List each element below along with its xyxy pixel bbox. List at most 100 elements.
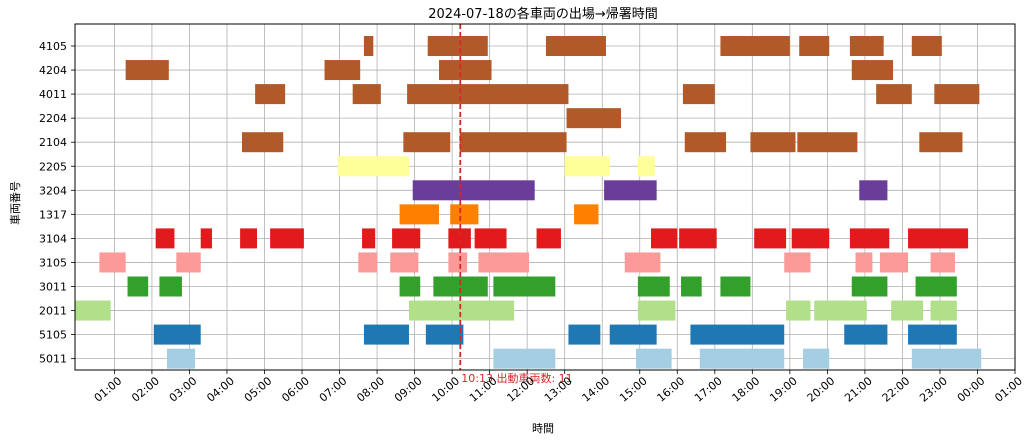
trip-bar bbox=[358, 252, 378, 273]
x-tick-label: 21:00 bbox=[842, 374, 875, 404]
y-tick-label: 3105 bbox=[39, 256, 67, 269]
plot-frame bbox=[74, 23, 1016, 371]
trip-bar bbox=[412, 180, 535, 201]
trip-bar bbox=[493, 348, 556, 369]
trip-bar bbox=[699, 348, 785, 369]
trip-bar bbox=[176, 252, 201, 273]
trip-bar bbox=[814, 300, 867, 321]
trip-bar bbox=[399, 204, 439, 225]
trip-bar bbox=[425, 324, 464, 345]
trip-bar bbox=[637, 300, 676, 321]
x-axis-label: 時間 bbox=[532, 422, 554, 435]
trip-bar bbox=[403, 132, 451, 153]
y-tick-label: 5105 bbox=[39, 329, 67, 342]
x-tick-label: 09:00 bbox=[392, 374, 425, 404]
trip-bar bbox=[427, 36, 488, 56]
y-tick-label: 2204 bbox=[39, 112, 67, 125]
reference-line: 10:13 出動車両数: 11 bbox=[459, 24, 573, 385]
trip-bar bbox=[604, 180, 657, 201]
trip-bar bbox=[681, 276, 702, 297]
x-tick-label: 18:00 bbox=[730, 374, 763, 404]
trip-bar bbox=[568, 324, 601, 345]
x-tick-label: 19:00 bbox=[767, 374, 800, 404]
trip-bar bbox=[851, 276, 888, 297]
trip-bar bbox=[408, 300, 515, 321]
trip-bar bbox=[690, 324, 785, 345]
y-tick-label: 4105 bbox=[39, 40, 67, 53]
x-tick-label: 14:00 bbox=[580, 374, 613, 404]
trip-bar bbox=[876, 84, 912, 105]
y-tick-label: 3011 bbox=[39, 281, 67, 294]
trip-bar bbox=[433, 276, 488, 297]
trip-bar bbox=[891, 300, 924, 321]
trip-bar bbox=[474, 228, 507, 249]
trip-bar bbox=[915, 276, 957, 297]
y-tick-label: 2205 bbox=[39, 160, 67, 173]
trip-bar bbox=[450, 204, 479, 225]
x-tick-label: 07:00 bbox=[317, 374, 350, 404]
trip-bar bbox=[797, 132, 858, 153]
trip-bar bbox=[363, 324, 409, 345]
trip-bar bbox=[791, 228, 830, 249]
x-tick-label: 04:00 bbox=[204, 374, 237, 404]
trip-bar bbox=[155, 228, 175, 249]
trip-bar bbox=[637, 156, 655, 177]
trip-bar bbox=[438, 60, 492, 81]
y-tick-label: 2104 bbox=[39, 136, 67, 149]
trip-bar bbox=[799, 36, 830, 56]
x-tick-label: 22:00 bbox=[880, 374, 913, 404]
x-tick-label: 15:00 bbox=[617, 374, 650, 404]
trip-bar bbox=[270, 228, 304, 249]
trip-bar bbox=[720, 276, 751, 297]
trip-bar bbox=[324, 60, 361, 81]
trip-bar bbox=[448, 228, 471, 249]
x-tick-label: 20:00 bbox=[805, 374, 838, 404]
bars bbox=[75, 36, 982, 369]
y-tick-labels: 4105 4204 4011 2204 2104 2205 3204 1317 3104 3105… bbox=[39, 40, 75, 366]
trip-bar bbox=[166, 348, 196, 369]
trip-bar bbox=[849, 228, 890, 249]
trip-bar bbox=[200, 228, 212, 249]
trip-bar bbox=[545, 36, 606, 56]
x-tick-label: 23:00 bbox=[917, 374, 950, 404]
trip-bar bbox=[849, 36, 884, 56]
trip-bar bbox=[908, 228, 969, 249]
trip-bar bbox=[784, 252, 811, 273]
trip-bar bbox=[930, 252, 955, 273]
y-tick-label: 4204 bbox=[39, 64, 67, 77]
trip-bar bbox=[448, 252, 468, 273]
trip-bar bbox=[337, 156, 409, 177]
trip-bar bbox=[635, 348, 672, 369]
trip-bar bbox=[851, 60, 894, 81]
x-tick-label: 01:00 bbox=[92, 374, 125, 404]
trip-bar bbox=[574, 204, 599, 225]
trip-bar bbox=[564, 156, 610, 177]
trip-bar bbox=[786, 300, 811, 321]
trip-bar bbox=[153, 324, 201, 345]
trip-bar bbox=[720, 36, 790, 56]
x-tick-label: 00:00 bbox=[955, 374, 988, 404]
trip-bar bbox=[859, 180, 888, 201]
trip-bar bbox=[637, 276, 670, 297]
trip-bar bbox=[127, 276, 149, 297]
trip-bar bbox=[930, 300, 957, 321]
trip-bar bbox=[754, 228, 787, 249]
trip-bar bbox=[159, 276, 182, 297]
trip-bar bbox=[536, 228, 561, 249]
trip-bar bbox=[911, 348, 982, 369]
x-tick-label: 10:00 bbox=[429, 374, 462, 404]
x-tick-label: 03:00 bbox=[167, 374, 200, 404]
trip-bar bbox=[363, 36, 374, 56]
y-tick-label: 3204 bbox=[39, 184, 67, 197]
x-tick-label: 17:00 bbox=[692, 374, 725, 404]
trip-bar bbox=[407, 84, 569, 105]
trip-bar bbox=[802, 348, 830, 369]
x-tick-label: 02:00 bbox=[129, 374, 162, 404]
x-tick-label: 01:00 bbox=[992, 374, 1025, 404]
trip-bar bbox=[255, 84, 286, 105]
trip-bar bbox=[75, 300, 111, 321]
y-tick-label: 2011 bbox=[39, 305, 67, 318]
trip-bar bbox=[241, 132, 284, 153]
trip-bar bbox=[399, 276, 421, 297]
